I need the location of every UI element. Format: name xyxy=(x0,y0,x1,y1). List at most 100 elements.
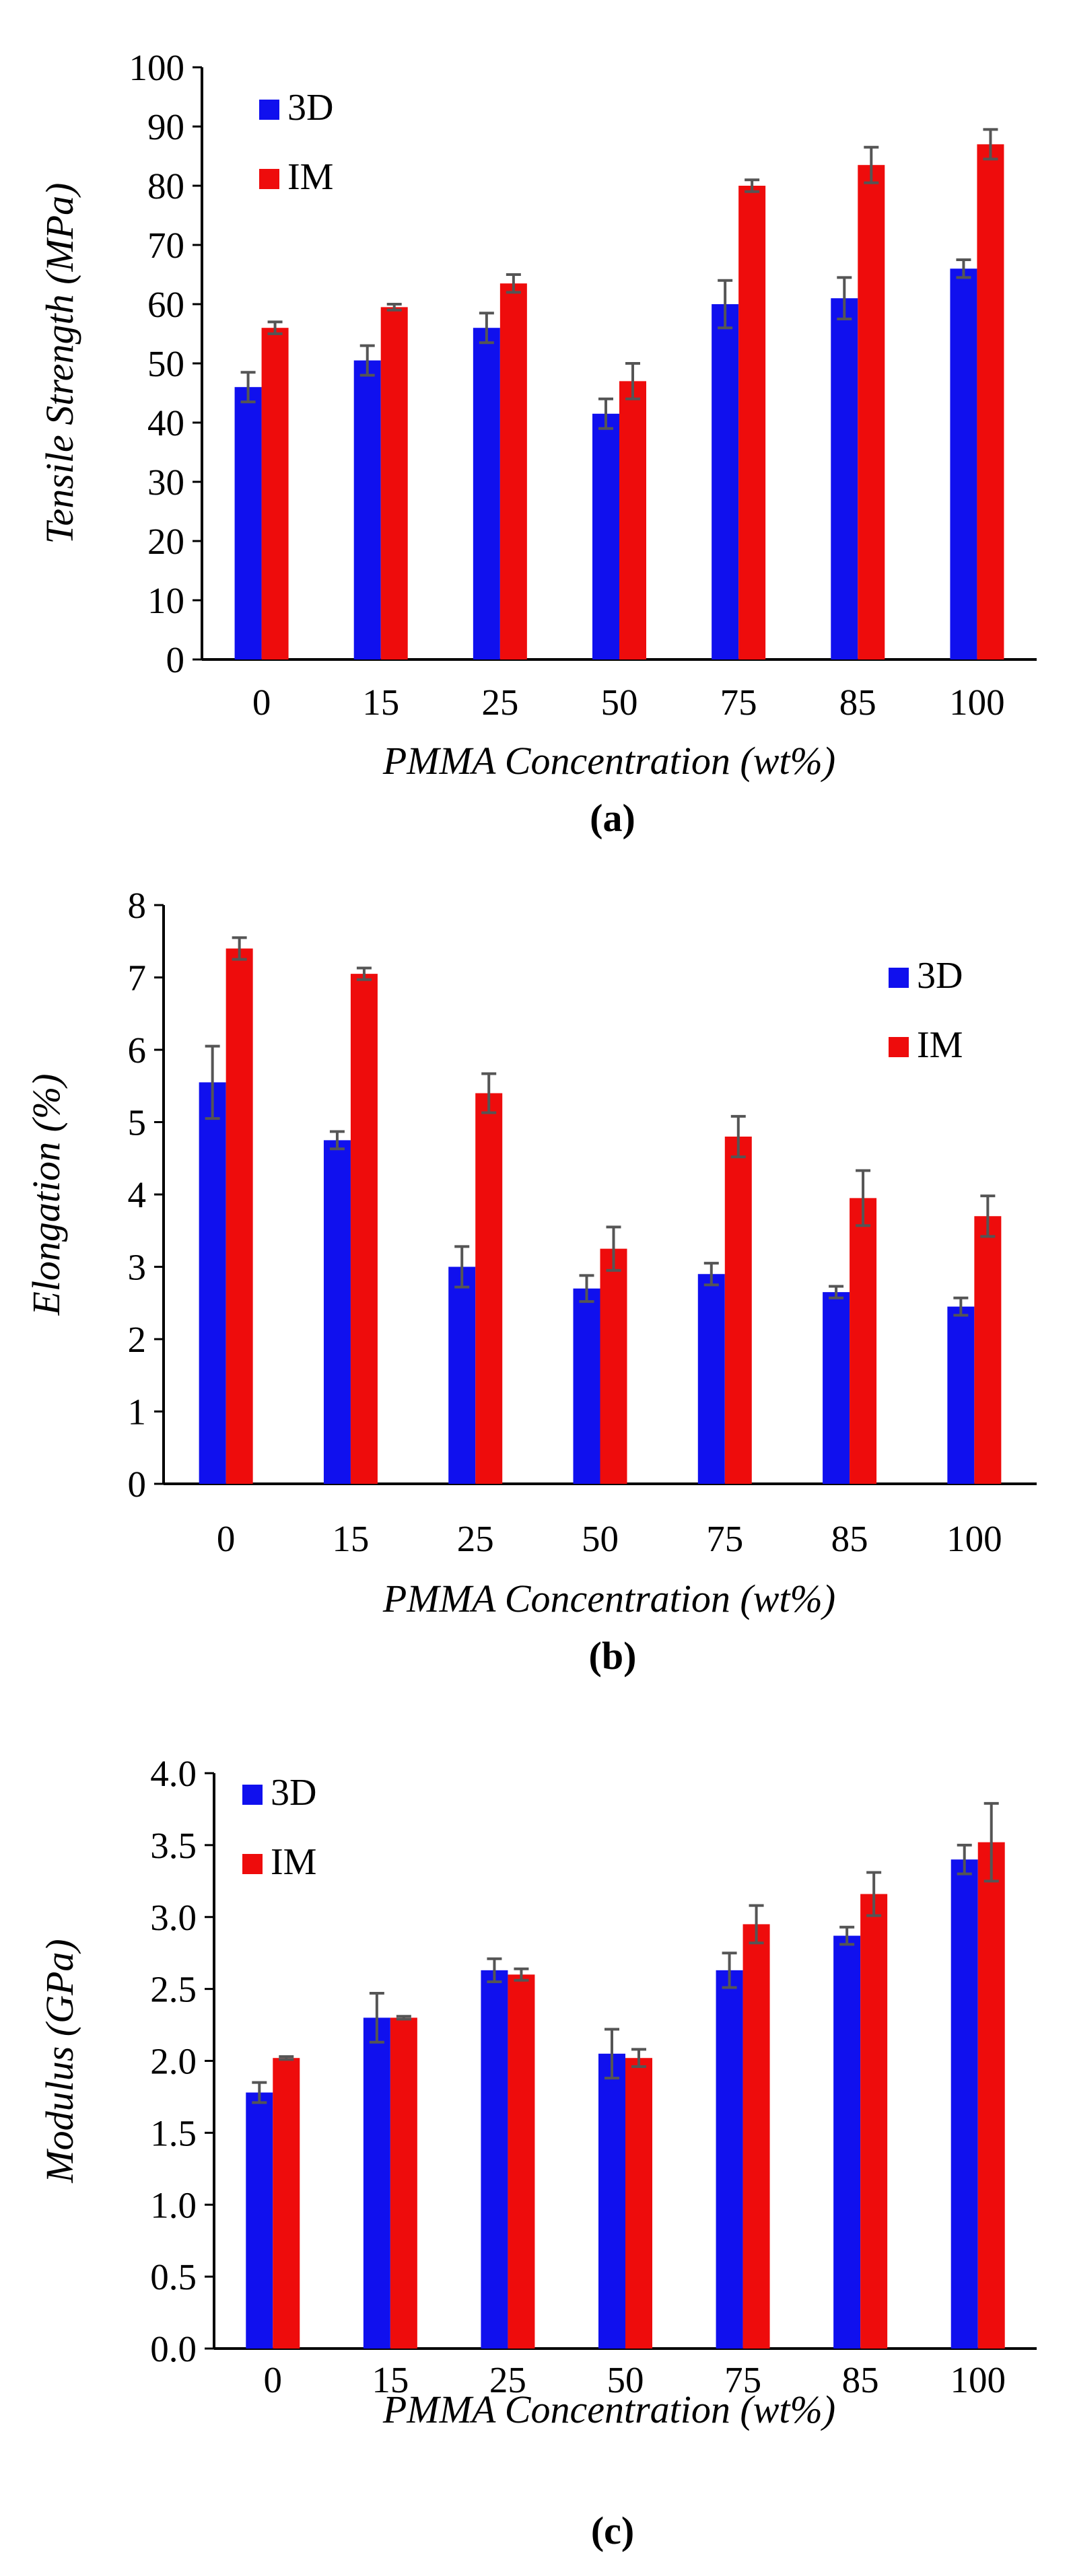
y-tick-label: 80 xyxy=(147,166,184,207)
y-tick-label: 3.0 xyxy=(150,1897,197,1938)
bar-im xyxy=(724,1137,752,1484)
y-tick-label: 20 xyxy=(147,521,184,562)
y-axis-title: Modulus (GPa) xyxy=(38,1939,81,2183)
bar-im xyxy=(619,381,646,659)
bar-3d xyxy=(823,1292,850,1484)
y-tick-label: 8 xyxy=(128,885,147,926)
x-tick-label: 50 xyxy=(601,682,638,723)
x-axis-title: PMMA Concentration (wt%) xyxy=(382,1577,835,1620)
panel-caption: (b) xyxy=(589,1634,637,1678)
bar-im xyxy=(742,1924,770,2349)
bar-3d xyxy=(598,2053,625,2349)
y-tick-label: 0.0 xyxy=(150,2328,197,2369)
bar-im xyxy=(390,2017,417,2349)
bar-3d xyxy=(950,269,977,659)
y-tick-label: 90 xyxy=(147,106,184,147)
x-tick-label: 25 xyxy=(457,1518,494,1559)
legend-label-3d: 3D xyxy=(917,955,963,997)
bar-3d xyxy=(234,387,262,659)
chart-panel-a: 0 10 20 30 40 50 60 70 80 90 100 0 15 25 50 75 85 100 3D IM… xyxy=(38,47,1037,840)
bar-3d xyxy=(833,1935,861,2349)
y-tick-label: 3.5 xyxy=(150,1825,197,1866)
bar-3d xyxy=(712,304,739,659)
bar-im xyxy=(977,144,1004,659)
x-tick-label: 0 xyxy=(252,682,271,723)
bar-im xyxy=(273,2058,300,2349)
x-tick-label: 25 xyxy=(481,682,518,723)
legend-swatch-im xyxy=(889,1037,909,1057)
bar-im xyxy=(380,307,408,659)
x-tick-label: 85 xyxy=(842,2359,879,2400)
x-tick-label: 50 xyxy=(607,2359,644,2400)
bar-3d xyxy=(573,1288,600,1484)
x-tick-label: 100 xyxy=(946,1518,1002,1559)
y-tick-label: 1 xyxy=(128,1392,147,1433)
y-axis-title: Elongation (%) xyxy=(24,1073,68,1316)
bar-im xyxy=(738,186,766,659)
y-tick-label: 0.5 xyxy=(150,2256,197,2297)
x-tick-label: 75 xyxy=(724,2359,761,2400)
y-tick-label: 3 xyxy=(128,1247,147,1288)
x-tick-label: 0 xyxy=(217,1518,236,1559)
panel-caption: (c) xyxy=(591,2509,634,2552)
y-tick-label: 2 xyxy=(128,1319,147,1360)
x-tick-label: 15 xyxy=(362,682,399,723)
y-tick-label: 0 xyxy=(166,639,185,680)
bar-3d xyxy=(448,1266,476,1484)
bar-3d xyxy=(353,360,381,659)
x-tick-label: 50 xyxy=(582,1518,619,1559)
bar-im xyxy=(860,1894,888,2349)
y-tick-label: 2.5 xyxy=(150,1969,197,2010)
bar-3d xyxy=(473,328,500,659)
x-axis-title: PMMA Concentration (wt%) xyxy=(382,2388,835,2431)
bar-3d xyxy=(947,1306,975,1484)
legend-swatch-3d xyxy=(242,1785,263,1805)
bar-im xyxy=(499,283,527,659)
chart-panel-b: 0 1 2 3 4 5 6 7 8 0 15 25 50 75 85 100 3D IM Elongation (%… xyxy=(24,885,1037,1678)
y-tick-label: 10 xyxy=(147,580,184,621)
bar-3d xyxy=(592,413,619,659)
bar-im xyxy=(226,948,253,1484)
bar-im xyxy=(475,1093,503,1484)
x-tick-label: 15 xyxy=(372,2359,409,2400)
bar-3d xyxy=(363,2017,390,2349)
bar-im xyxy=(350,974,378,1484)
bar-im xyxy=(974,1216,1002,1484)
x-tick-label: 100 xyxy=(949,682,1005,723)
bar-im xyxy=(977,1842,1005,2349)
bar-3d xyxy=(951,1859,978,2349)
y-tick-label: 60 xyxy=(147,284,184,325)
legend-swatch-3d xyxy=(259,100,279,120)
legend-swatch-3d xyxy=(889,968,909,988)
panel-caption: (a) xyxy=(590,796,635,840)
chart-panel-c: 0.0 0.5 1.0 1.5 2.0 2.5 3.0 3.5 4.0 0 15 25 50 75 85 10… xyxy=(38,1753,1037,2552)
bar-im xyxy=(850,1198,877,1484)
legend-label-3d: 3D xyxy=(287,87,333,129)
bar-3d xyxy=(481,1970,508,2349)
y-tick-label: 0 xyxy=(128,1464,147,1505)
y-tick-label: 50 xyxy=(147,343,184,384)
x-tick-label: 75 xyxy=(706,1518,743,1559)
bar-im xyxy=(625,2058,652,2349)
x-tick-label: 15 xyxy=(332,1518,369,1559)
y-tick-label: 5 xyxy=(128,1102,147,1143)
legend-label-3d: 3D xyxy=(271,1772,316,1814)
legend-label-im: IM xyxy=(917,1024,963,1066)
x-axis-title: PMMA Concentration (wt%) xyxy=(382,739,835,783)
legend-swatch-im xyxy=(242,1854,263,1874)
x-tick-label: 0 xyxy=(264,2359,283,2400)
bar-3d xyxy=(716,1970,743,2349)
legend-swatch-im xyxy=(259,169,279,189)
bar-im xyxy=(858,165,885,659)
x-tick-label: 85 xyxy=(839,682,876,723)
y-tick-label: 4.0 xyxy=(150,1753,197,1794)
legend-label-im: IM xyxy=(271,1841,316,1883)
bar-im xyxy=(261,328,289,659)
x-tick-label: 85 xyxy=(831,1518,868,1559)
y-axis-title: Tensile Strength (MPa) xyxy=(38,183,81,544)
y-tick-label: 1.5 xyxy=(150,2112,197,2153)
bar-im xyxy=(600,1248,627,1484)
y-tick-label: 30 xyxy=(147,462,184,503)
y-tick-label: 6 xyxy=(128,1030,147,1071)
